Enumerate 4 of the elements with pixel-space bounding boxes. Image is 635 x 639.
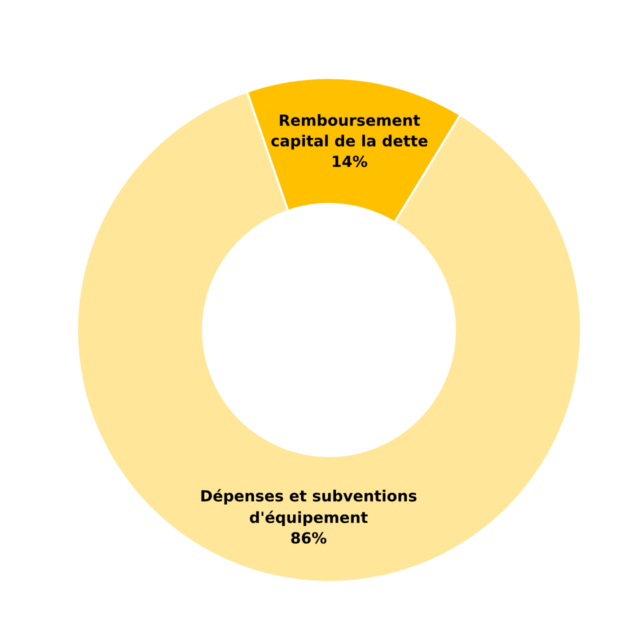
data-label: 86% [291,532,326,544]
slice-label: Dépenses et subventions d'équipement [201,489,416,526]
slice-label: Remboursement capital de la dette [271,114,428,150]
data-label: 14% [332,156,368,168]
